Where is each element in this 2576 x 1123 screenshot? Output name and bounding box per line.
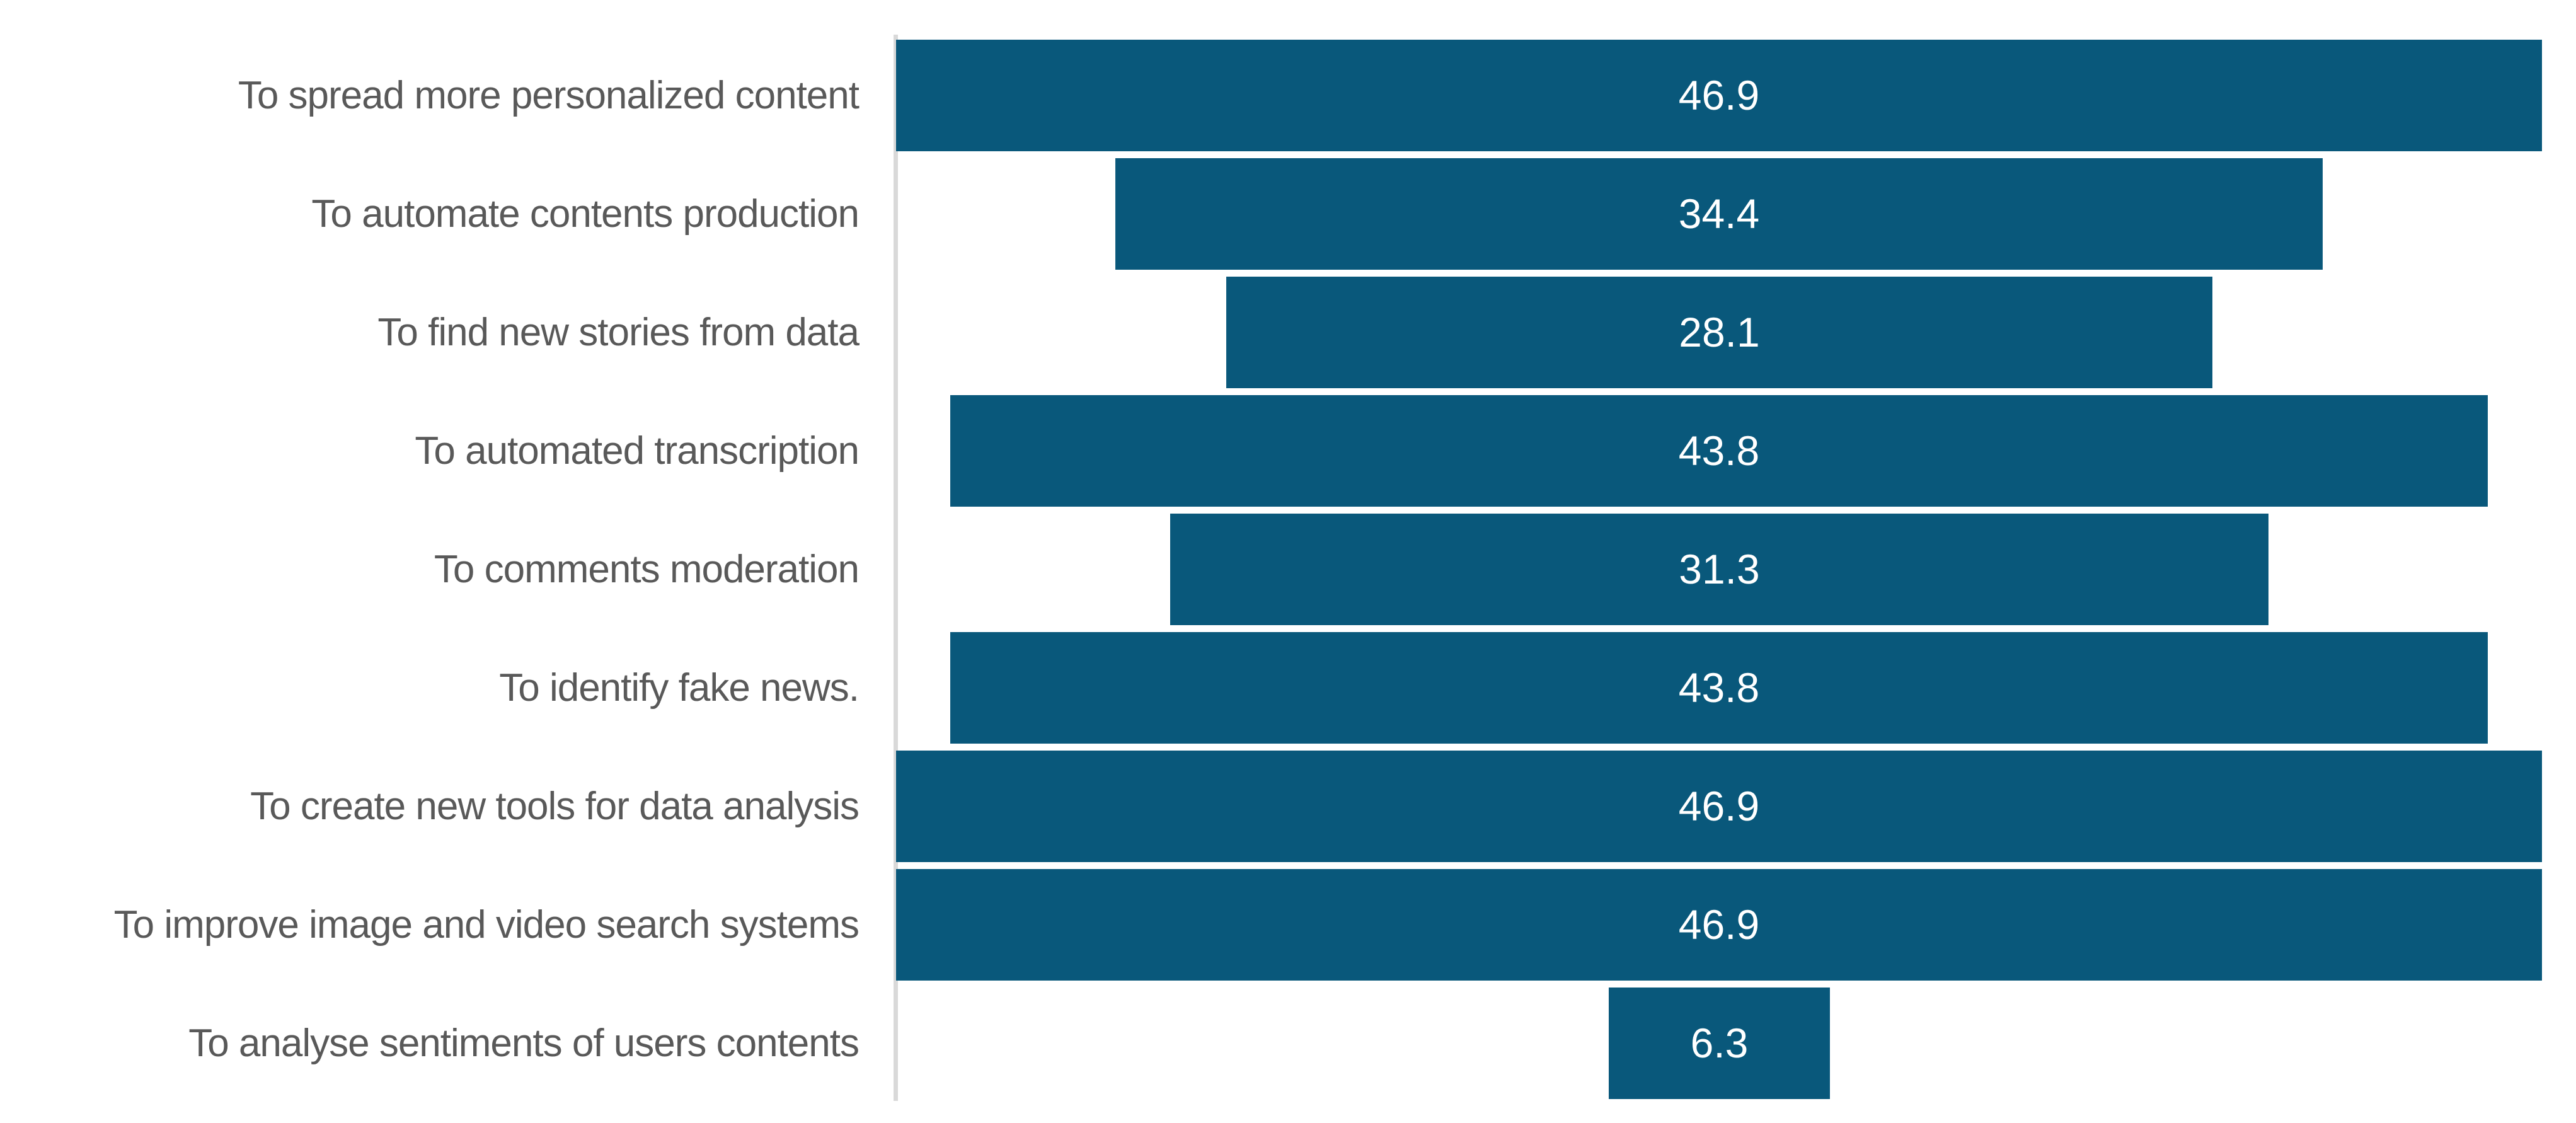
chart-row: To automate contents production 34.4	[0, 158, 2576, 270]
chart-row: To find new stories from data 28.1	[0, 277, 2576, 388]
bar: 34.4	[1115, 158, 2323, 270]
bar-value-label: 43.8	[1678, 664, 1760, 711]
bar-value-label: 43.8	[1678, 427, 1760, 474]
bar: 28.1	[1226, 277, 2212, 388]
bar: 6.3	[1609, 988, 1830, 1099]
bar-value-label: 28.1	[1679, 309, 1760, 355]
chart-row: To identify fake news. 43.8	[0, 632, 2576, 744]
bar-value-label: 46.9	[1678, 783, 1760, 829]
bar: 43.8	[950, 632, 2488, 744]
category-label: To spread more personalized content	[238, 74, 860, 117]
chart-row: To automated transcription 43.8	[0, 395, 2576, 507]
bar-value-label: 46.9	[1678, 901, 1760, 948]
bar: 46.9	[896, 869, 2542, 981]
chart-row: To spread more personalized content 46.9	[0, 40, 2576, 151]
chart-row: To create new tools for data analysis 46…	[0, 751, 2576, 862]
category-label: To analyse sentiments of users contents	[188, 1022, 860, 1065]
category-label: To comments moderation	[434, 548, 860, 591]
chart-row: To analyse sentiments of users contents …	[0, 988, 2576, 1099]
chart-row: To improve image and video search system…	[0, 869, 2576, 981]
bar: 43.8	[950, 395, 2488, 507]
bar: 46.9	[896, 751, 2542, 862]
bar-value-label: 46.9	[1678, 72, 1760, 118]
bar: 46.9	[896, 40, 2542, 151]
bar-value-label: 34.4	[1678, 190, 1760, 237]
category-label: To automate contents production	[311, 192, 860, 236]
category-label: To automated transcription	[415, 429, 860, 473]
bar: 31.3	[1170, 514, 2268, 625]
category-label: To improve image and video search system…	[113, 903, 860, 947]
category-label: To create new tools for data analysis	[250, 785, 860, 828]
bar-value-label: 6.3	[1690, 1020, 1749, 1066]
bar-value-label: 31.3	[1679, 546, 1760, 592]
chart-row: To comments moderation 31.3	[0, 514, 2576, 625]
category-label: To identify fake news.	[499, 666, 860, 710]
y-axis-line	[894, 35, 898, 1101]
category-label: To find new stories from data	[377, 311, 860, 354]
